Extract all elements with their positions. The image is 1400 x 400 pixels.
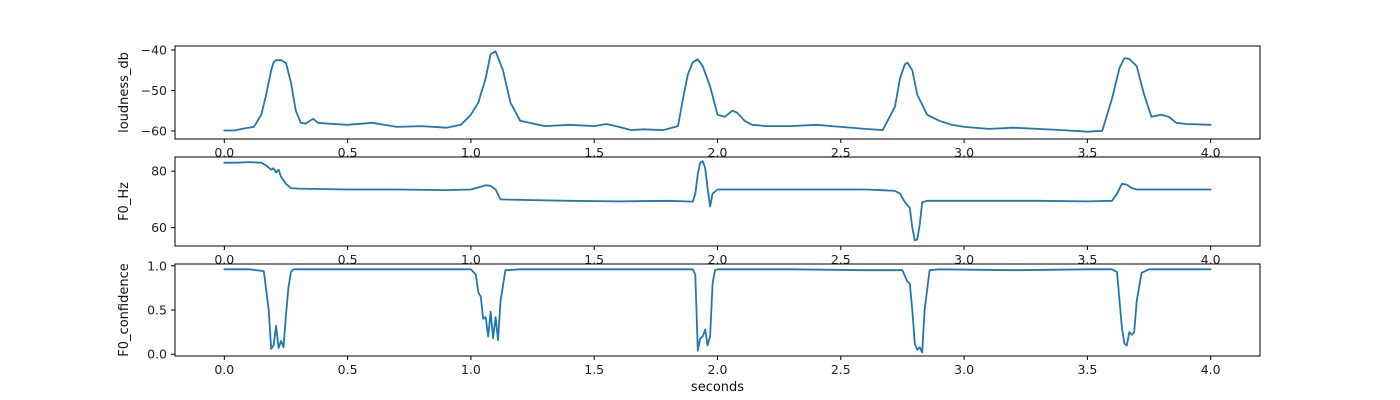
panel-3: 0.0 0.5 1.0 1.5 2.0 2.5 3.0 3.5 4.0 0.0 0.5 1.0 F0_c… <box>117 258 1261 395</box>
x-axis-label: seconds <box>691 380 744 395</box>
x-tick-label: 4.0 <box>1201 362 1221 377</box>
series-line-3 <box>223 268 1212 354</box>
panel-1: 0.0 0.5 1.0 1.5 2.0 2.5 3.0 3.5 4.0 −60 −50 −40 loud… <box>117 43 1261 160</box>
y-axis-label: loudness_db <box>117 52 132 133</box>
x-tick-label: 1.5 <box>584 362 604 377</box>
x-tick-label: 1.5 <box>584 145 604 160</box>
y-tick-label: 0.5 <box>147 303 167 318</box>
x-tick-label: 4.0 <box>1201 252 1221 267</box>
x-tick-label: 3.0 <box>954 362 974 377</box>
x-tick-label: 2.0 <box>708 145 728 160</box>
y-tick-label: −60 <box>141 123 167 138</box>
x-tick-label: 2.5 <box>831 145 851 160</box>
y-tick-label: −40 <box>141 43 167 58</box>
x-tick-label: 4.0 <box>1201 145 1221 160</box>
y-axis-label: F0_confidence <box>117 263 132 356</box>
x-tick-label: 3.0 <box>954 252 974 267</box>
x-tick-label: 1.0 <box>461 362 481 377</box>
x-tick-label: 0.5 <box>338 362 358 377</box>
y-tick-label: 1.0 <box>147 258 167 273</box>
axes-frame <box>174 263 1261 357</box>
x-tick-label: 1.0 <box>461 252 481 267</box>
y-tick-label: −50 <box>141 83 167 98</box>
series-line-2 <box>223 160 1212 242</box>
series-line-1 <box>223 50 1212 133</box>
x-tick-label: 2.5 <box>831 362 851 377</box>
x-tick-label: 2.0 <box>708 252 728 267</box>
x-tick-label: 0.5 <box>338 145 358 160</box>
x-tick-label: 3.0 <box>954 145 974 160</box>
y-tick-label: 0.0 <box>147 347 167 362</box>
x-tick-label: 2.5 <box>831 252 851 267</box>
x-tick-label: 2.0 <box>708 362 728 377</box>
y-axis-label: F0_Hz <box>117 182 132 221</box>
x-tick-label: 0.0 <box>214 252 234 267</box>
x-tick-label: 0.0 <box>214 145 234 160</box>
y-tick-label: 60 <box>151 220 167 235</box>
x-tick-label: 3.5 <box>1077 362 1097 377</box>
x-tick-label: 3.5 <box>1077 252 1097 267</box>
panel-2: 0.0 0.5 1.0 1.5 2.0 2.5 3.0 3.5 4.0 60 80 F0_Hz <box>117 156 1261 267</box>
x-tick-label: 1.5 <box>584 252 604 267</box>
y-tick-label: 80 <box>151 164 167 179</box>
x-tick-label: 0.0 <box>214 362 234 377</box>
x-tick-label: 3.5 <box>1077 145 1097 160</box>
x-tick-label: 0.5 <box>338 252 358 267</box>
x-tick-label: 1.0 <box>461 145 481 160</box>
